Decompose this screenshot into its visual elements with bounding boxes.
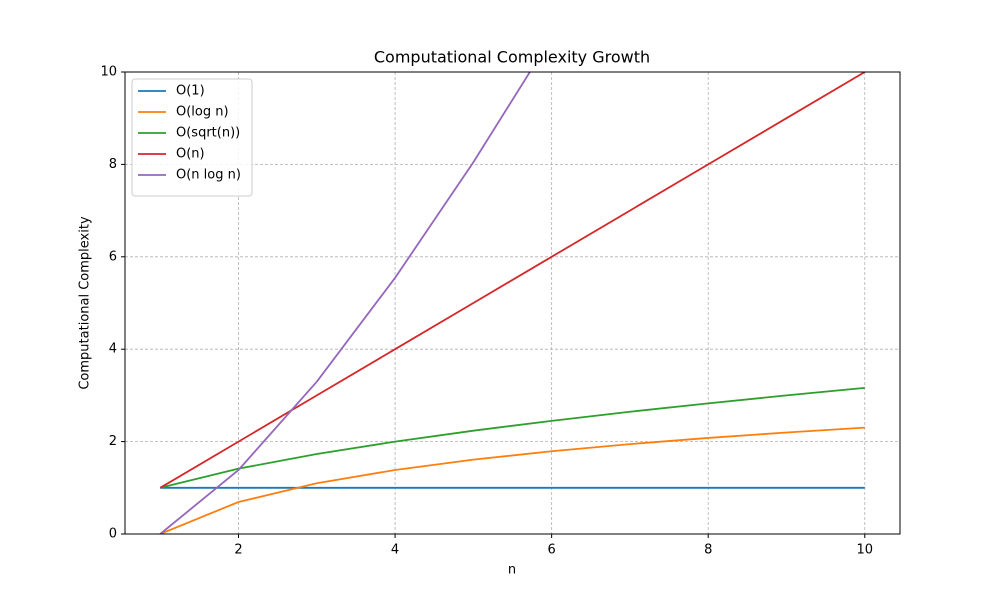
x-tick-label: 10 — [856, 543, 873, 558]
legend-label: O(n) — [176, 147, 205, 162]
legend-label: O(sqrt(n)) — [176, 126, 240, 141]
y-tick-label: 0 — [109, 527, 117, 542]
y-axis-label: Computational Complexity — [78, 216, 93, 390]
y-tick-label: 10 — [100, 65, 117, 80]
x-axis-label: n — [508, 563, 516, 578]
legend: O(1) O(log n) O(sqrt(n)) O(n) O(n log n) — [131, 78, 253, 197]
series-line — [160, 387, 865, 489]
x-tick-label: 2 — [234, 543, 242, 558]
legend-box — [131, 78, 253, 197]
x-tick-label: 6 — [548, 543, 556, 558]
series-line — [159, 72, 531, 534]
legend-label: O(n log n) — [176, 168, 241, 183]
chart-title: Computational Complexity Growth — [374, 48, 650, 67]
legend-label: O(1) — [176, 84, 205, 99]
x-tick-label: 4 — [391, 543, 399, 558]
y-tick-label: 4 — [109, 342, 117, 357]
x-tick-label: 8 — [704, 543, 712, 558]
series-line — [159, 72, 866, 489]
legend-label: O(log n) — [176, 105, 229, 120]
plot-frame — [124, 71, 901, 535]
plot-lines — [159, 72, 866, 534]
y-tick-label: 2 — [109, 434, 117, 449]
y-tick-label: 8 — [109, 157, 117, 172]
y-tick-label: 6 — [109, 249, 117, 264]
series-line — [159, 426, 865, 534]
